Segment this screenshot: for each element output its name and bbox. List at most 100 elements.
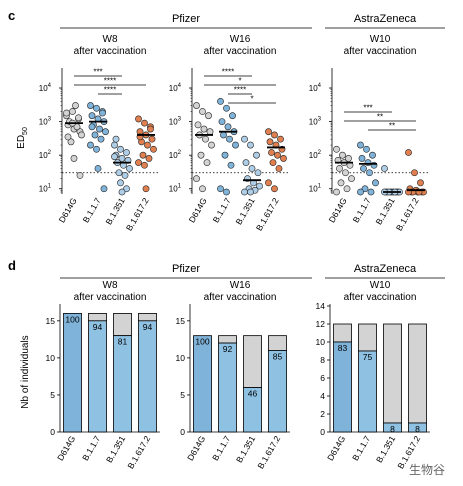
data-point: [111, 153, 118, 161]
data-point: [96, 125, 103, 133]
x-tick-label: D614G: [55, 434, 77, 462]
data-point: [208, 141, 215, 149]
bar-percent-label: 81: [118, 337, 128, 347]
x-tick-label: B.1.351: [103, 196, 126, 227]
y-tick-label: 103: [309, 117, 322, 127]
significance-label: ****: [104, 77, 116, 86]
data-point: [221, 151, 229, 159]
data-point: [358, 155, 366, 162]
data-point: [218, 118, 226, 125]
x-tick-label: D614G: [57, 196, 79, 224]
data-point: [265, 128, 272, 136]
bar-non-neutralizing: [88, 313, 107, 322]
significance-label: *: [250, 95, 253, 104]
bar-non-neutralizing: [358, 323, 377, 352]
bar-percent-label: 75: [363, 352, 373, 362]
pfizer-group-title-d: Pfizer: [172, 263, 200, 275]
significance-label: ***: [93, 68, 102, 77]
data-point: [205, 112, 212, 120]
data-point: [139, 151, 147, 159]
y-tick-label: 102: [309, 150, 322, 160]
plot-title-w16: W16: [230, 280, 251, 291]
data-point: [117, 145, 124, 153]
data-point: [280, 155, 287, 162]
y-tick-label: 104: [309, 83, 322, 93]
x-tick-label: B.1.617.2: [124, 196, 151, 233]
data-point: [76, 171, 84, 179]
data-point: [372, 179, 379, 187]
bar-percent-label: 94: [93, 322, 103, 332]
data-point: [87, 102, 94, 109]
data-point: [274, 151, 281, 159]
x-tick-label: B.1.1.7: [211, 196, 233, 225]
bar-percent-label: 8: [415, 424, 420, 434]
data-point: [148, 135, 156, 143]
data-point: [241, 135, 248, 143]
x-tick-label: B.1.1.7: [80, 434, 102, 463]
bar-percent-label: 8: [390, 424, 395, 434]
data-point: [150, 145, 157, 153]
c-ylabel-main: ED: [16, 135, 27, 149]
bar-non-neutralizing: [383, 323, 402, 424]
x-tick-label: B.1.617.2: [254, 196, 281, 233]
data-point: [193, 102, 200, 109]
data-point: [266, 138, 274, 146]
bar-neutralizing: [358, 350, 377, 433]
bar-neutralizing: [113, 335, 132, 433]
data-point: [363, 145, 370, 153]
x-tick-label: D614G: [185, 434, 207, 462]
y-tick-label: 101: [309, 184, 322, 194]
bar-neutralizing: [218, 342, 237, 433]
data-point: [97, 135, 105, 143]
data-point: [248, 165, 256, 172]
data-point: [78, 131, 85, 139]
data-point: [145, 155, 153, 162]
data-point: [135, 159, 142, 167]
significance-label: ****: [222, 68, 234, 77]
significance-label: **: [377, 113, 383, 122]
plot-subtitle-w16: after vaccination: [204, 46, 277, 57]
bar-neutralizing: [383, 422, 402, 433]
plot-subtitle-w8: after vaccination: [74, 292, 147, 303]
bar-non-neutralizing: [218, 335, 237, 344]
panel-d-pfizer-header: Pfizer: [60, 263, 312, 279]
data-point: [197, 151, 205, 159]
bar-percent-label: 100: [195, 337, 209, 347]
data-point: [144, 141, 151, 149]
y-tick-label: 0: [320, 427, 325, 437]
bar-non-neutralizing: [333, 323, 352, 343]
data-point: [343, 185, 351, 193]
data-point: [342, 169, 349, 177]
x-tick-label: B.1.1.7: [81, 196, 103, 225]
bar-non-neutralizing: [138, 313, 157, 322]
y-tick-label: 102: [39, 150, 52, 160]
plot-subtitle-w10: after vaccination: [344, 292, 417, 303]
bar-percent-label: 83: [338, 343, 348, 353]
y-tick-label: 103: [39, 117, 52, 127]
bar-percent-label: 92: [223, 344, 233, 354]
data-point: [405, 149, 412, 156]
data-point: [72, 102, 79, 109]
data-point: [277, 135, 284, 143]
data-point: [121, 171, 129, 179]
data-point: [226, 135, 233, 143]
bar-non-neutralizing: [113, 313, 132, 337]
data-point: [220, 131, 227, 139]
data-point: [123, 185, 130, 193]
data-point: [247, 188, 254, 196]
y-tick-label: 103: [169, 117, 182, 127]
data-point: [75, 114, 82, 122]
x-tick-label: B.1.351: [374, 434, 397, 465]
data-point: [265, 179, 272, 187]
pfizer-group-title-c: Pfizer: [172, 13, 200, 25]
data-point: [123, 149, 130, 156]
data-point: [87, 141, 94, 149]
data-point: [241, 188, 248, 196]
x-tick-label: D614G: [187, 196, 209, 224]
data-point: [193, 175, 200, 183]
data-point: [367, 188, 375, 196]
x-tick-label: B.1.351: [104, 434, 127, 465]
